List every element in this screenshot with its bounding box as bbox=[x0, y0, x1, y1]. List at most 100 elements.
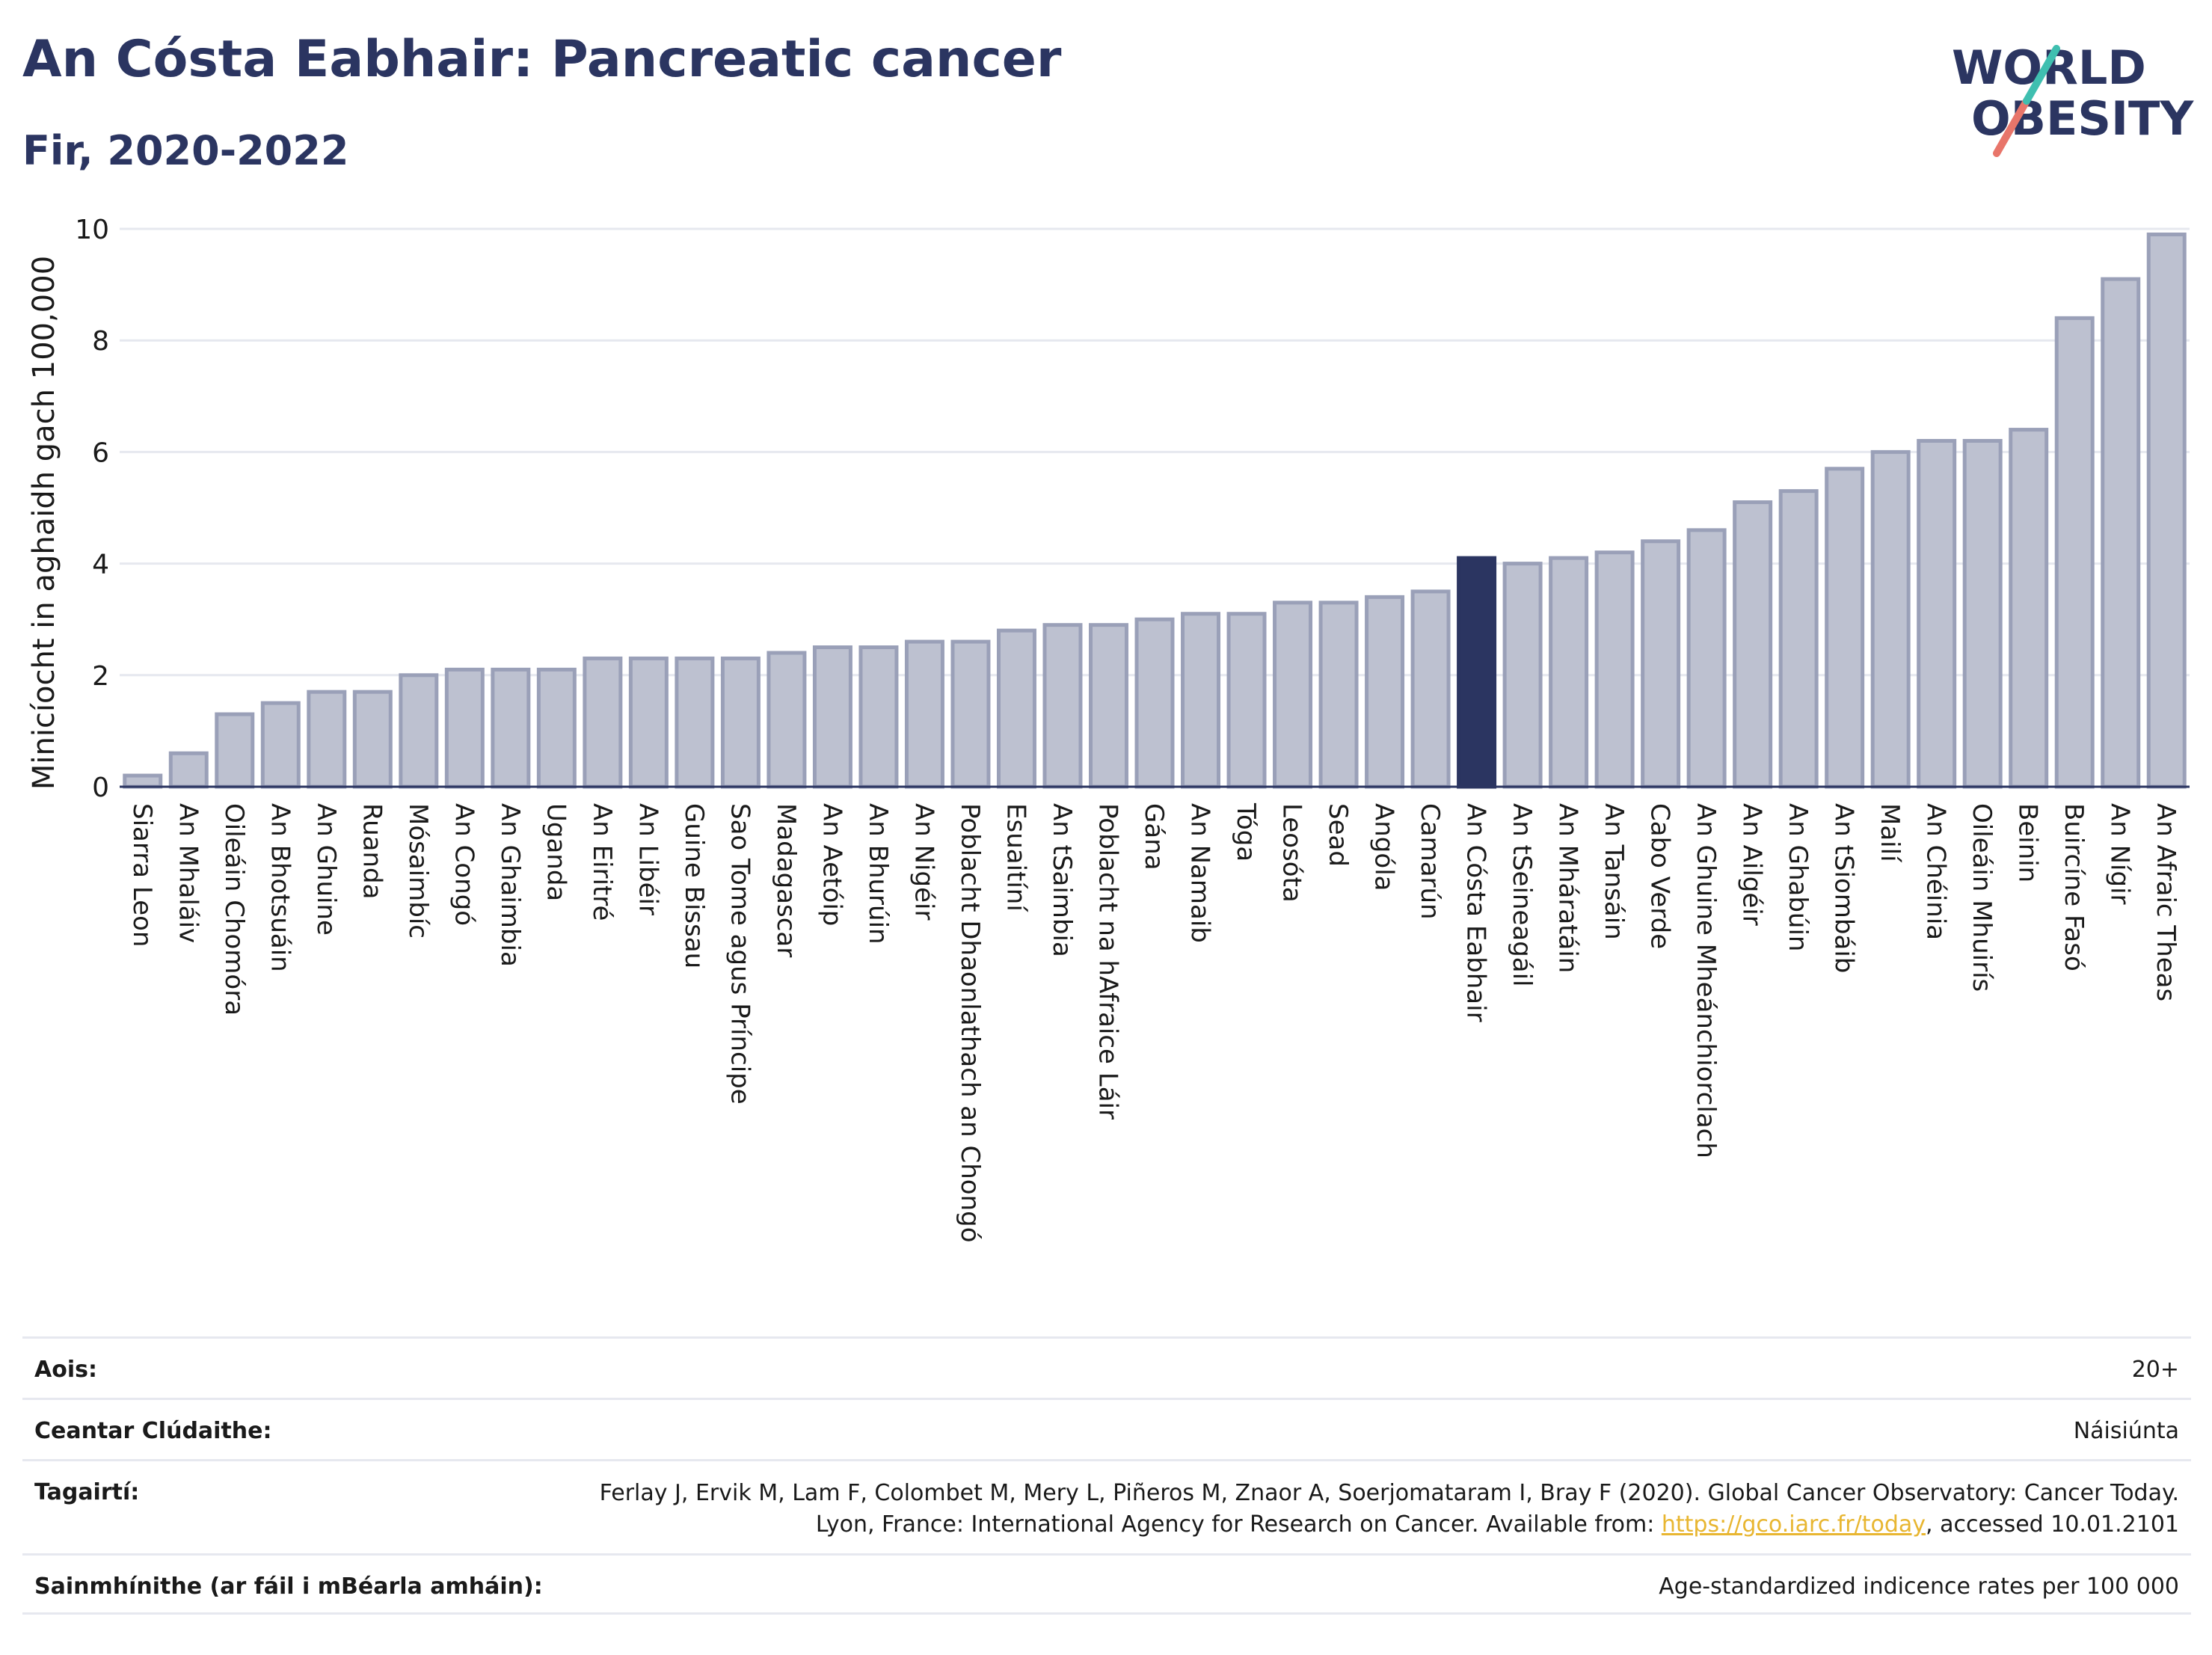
x-tick-label: An Eiritré bbox=[587, 803, 617, 921]
area-label: Ceantar Clúdaithe: bbox=[34, 1418, 272, 1444]
x-tick-label: Poblacht Dhaonlathach an Chongó bbox=[955, 803, 985, 1243]
bar bbox=[307, 690, 347, 789]
x-tick-label: An Ghuine Mheánchiorclach bbox=[1691, 803, 1721, 1158]
bar bbox=[812, 645, 852, 789]
bar bbox=[1594, 550, 1635, 789]
x-tick-label: An tSaimbia bbox=[1047, 803, 1077, 957]
x-tick-label: Tóga bbox=[1231, 802, 1261, 862]
x-tick-label: An Ghuine bbox=[311, 803, 341, 936]
x-tick-label: Guine Bissau bbox=[679, 803, 709, 968]
x-tick-label: An Nigéir bbox=[909, 803, 938, 920]
x-tick-label: Camarún bbox=[1415, 803, 1445, 920]
x-tick-label: Oileáin Chomóra bbox=[219, 803, 249, 1016]
x-tick-label: An Afraic Theas bbox=[2151, 803, 2181, 1001]
age-value: 20+ bbox=[2131, 1357, 2179, 1383]
bar bbox=[720, 656, 761, 789]
x-tick-label: Angóla bbox=[1369, 803, 1399, 891]
bar bbox=[583, 656, 623, 789]
x-tick-label: An Chéinia bbox=[1921, 803, 1951, 940]
references-text-2: , accessed 10.01.2101 bbox=[1926, 1511, 2179, 1538]
bar bbox=[1088, 623, 1128, 789]
bar bbox=[444, 667, 485, 789]
bar-chart: 0 2 4 6 8 10 Minicíocht in aghaidh gach 100,00… bbox=[27, 215, 2190, 1243]
bar bbox=[766, 651, 807, 789]
bar bbox=[1917, 438, 1957, 789]
x-tick-label: Mailí bbox=[1875, 803, 1905, 863]
references-link[interactable]: https://gco.iarc.fr/today bbox=[1661, 1511, 1926, 1538]
bar bbox=[2101, 277, 2141, 789]
x-tick-label: Poblacht na hAfraice Láir bbox=[1093, 803, 1122, 1120]
bar bbox=[1273, 601, 1313, 789]
x-tick-label: An Mhaláiv bbox=[173, 803, 203, 943]
footer-row-references: Tagairtí: Ferlay J, Ervik M, Lam F, Colo… bbox=[22, 1459, 2191, 1553]
definitions-value: Age-standardized indicence rates per 100… bbox=[1659, 1573, 2179, 1600]
bar bbox=[1825, 467, 1865, 789]
area-value: Náisiúnta bbox=[2073, 1418, 2179, 1444]
x-tick-label: An Nígir bbox=[2105, 803, 2135, 905]
x-tick-label: Uganda bbox=[541, 803, 571, 901]
x-tick-label: An Cósta Eabhair bbox=[1461, 803, 1491, 1022]
bar bbox=[168, 751, 209, 789]
x-tick-label: An tSeineagáil bbox=[1507, 803, 1537, 987]
y-tick-label: 6 bbox=[92, 437, 109, 468]
y-tick-label: 8 bbox=[92, 326, 109, 357]
bar bbox=[1733, 500, 1773, 789]
x-tick-label: An Bhotsuáin bbox=[265, 803, 295, 972]
bar bbox=[950, 639, 991, 789]
bar bbox=[858, 645, 899, 789]
references-text-1: Ferlay J, Ervik M, Lam F, Colombet M, Me… bbox=[599, 1480, 2179, 1538]
bar bbox=[628, 656, 669, 789]
x-tick-label: An Namaib bbox=[1185, 803, 1215, 943]
footer-row-area: Ceantar Clúdaithe: Náisiúnta bbox=[22, 1398, 2191, 1459]
x-tick-label: Buircíne Fasó bbox=[2059, 803, 2089, 971]
y-tick-label: 4 bbox=[92, 550, 109, 580]
age-label: Aois: bbox=[34, 1357, 97, 1383]
bar bbox=[2054, 316, 2095, 789]
x-tick-label: Beinin bbox=[2013, 803, 2043, 882]
bar bbox=[123, 773, 163, 789]
x-tick-label: Oileáin Mhuirís bbox=[1967, 803, 1997, 992]
x-tick-label: An Bhurúin bbox=[863, 803, 893, 945]
y-tick-label: 10 bbox=[75, 215, 109, 245]
x-tick-label: Leosóta bbox=[1277, 803, 1307, 903]
y-tick-label: 2 bbox=[92, 661, 109, 692]
bar bbox=[1778, 489, 1819, 789]
x-tick-label: An Aetóip bbox=[817, 803, 847, 926]
references-label: Tagairtí: bbox=[34, 1479, 140, 1505]
bar bbox=[1181, 612, 1221, 789]
references-value: Ferlay J, Ervik M, Lam F, Colombet M, Me… bbox=[571, 1478, 2179, 1541]
bar bbox=[2009, 428, 2049, 789]
x-tick-label: An Tansáin bbox=[1599, 803, 1629, 940]
bar bbox=[1457, 556, 1497, 789]
x-tick-label: An Libéir bbox=[633, 803, 663, 915]
x-tick-label: Siarra Leon bbox=[127, 803, 157, 947]
footer-row-definitions: Sainmhínithe (ar fáil i mBéarla amháin):… bbox=[22, 1553, 2191, 1615]
footer-row-age: Aois: 20+ bbox=[22, 1336, 2191, 1398]
chart-title: An Cósta Eabhair: Pancreatic cancer bbox=[22, 30, 1062, 89]
bar bbox=[1641, 539, 1681, 789]
bar bbox=[1134, 617, 1175, 789]
definitions-label: Sainmhínithe (ar fáil i mBéarla amháin): bbox=[34, 1573, 543, 1600]
bar bbox=[675, 656, 715, 789]
bar bbox=[1870, 449, 1911, 789]
x-tick-label: Mósaimbíc bbox=[403, 803, 433, 939]
bar bbox=[2146, 232, 2187, 789]
x-tick-label: An Congó bbox=[449, 803, 479, 926]
bar bbox=[491, 667, 531, 789]
chart-subtitle: Fir, 2020-2022 bbox=[22, 127, 349, 174]
x-tick-label: Madagascar bbox=[771, 803, 801, 957]
bar bbox=[1226, 612, 1267, 789]
bar bbox=[996, 628, 1036, 789]
bar bbox=[1042, 623, 1083, 789]
bar bbox=[1549, 556, 1589, 789]
bar bbox=[1962, 438, 2003, 789]
x-tick-label: An Ghaimbia bbox=[495, 803, 525, 967]
bar bbox=[1410, 589, 1451, 789]
x-tick-label: Sead bbox=[1323, 803, 1353, 867]
bar bbox=[1318, 601, 1359, 789]
x-tick-label: Ruanda bbox=[357, 803, 387, 899]
bar bbox=[399, 673, 439, 789]
bar bbox=[1502, 562, 1543, 789]
footer-table: Aois: 20+ Ceantar Clúdaithe: Náisiúnta T… bbox=[22, 1336, 2191, 1615]
x-tick-label: An Ghabúin bbox=[1783, 803, 1813, 951]
